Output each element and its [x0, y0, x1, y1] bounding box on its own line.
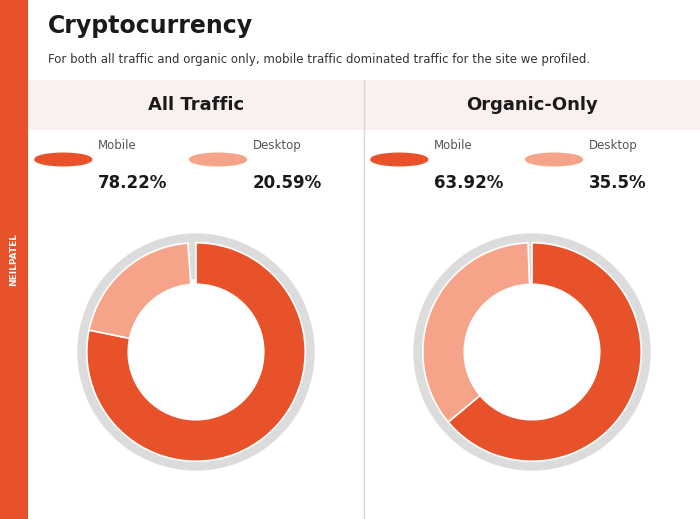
Text: All Traffic: All Traffic: [148, 96, 244, 114]
Text: Desktop: Desktop: [589, 139, 638, 152]
Circle shape: [526, 153, 582, 166]
Circle shape: [460, 280, 604, 424]
Text: NEILPATEL: NEILPATEL: [10, 233, 18, 286]
Text: 78.22%: 78.22%: [98, 173, 167, 192]
Circle shape: [190, 153, 246, 166]
Circle shape: [35, 153, 92, 166]
Wedge shape: [448, 243, 641, 461]
Text: 20.59%: 20.59%: [253, 173, 322, 192]
Text: Mobile: Mobile: [98, 139, 136, 152]
Wedge shape: [89, 243, 191, 338]
Circle shape: [468, 288, 596, 416]
Text: Cryptocurrency: Cryptocurrency: [48, 13, 253, 37]
Text: Organic-Only: Organic-Only: [466, 96, 598, 114]
Wedge shape: [87, 243, 305, 461]
Circle shape: [124, 280, 268, 424]
Circle shape: [414, 234, 650, 470]
Wedge shape: [423, 243, 529, 422]
Text: 63.92%: 63.92%: [434, 173, 503, 192]
Text: Mobile: Mobile: [434, 139, 473, 152]
Circle shape: [78, 234, 314, 470]
Circle shape: [132, 288, 260, 416]
Text: For both all traffic and organic only, mobile traffic dominated traffic for the : For both all traffic and organic only, m…: [48, 53, 590, 66]
Text: 35.5%: 35.5%: [589, 173, 647, 192]
Text: Desktop: Desktop: [253, 139, 302, 152]
Circle shape: [371, 153, 428, 166]
